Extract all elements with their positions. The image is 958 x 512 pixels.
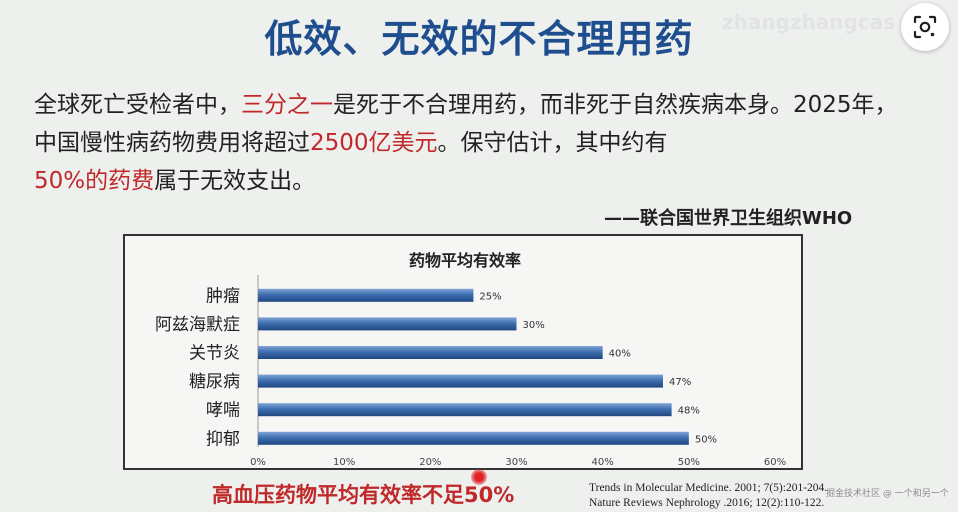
para-text-1: 全球死亡受检者中， [34,92,241,118]
para-highlight-percent: 50%的药费 [34,168,155,194]
intro-paragraph: 全球死亡受检者中，三分之一是死于不合理用药，而非死于自然疾病本身。2025年，中… [34,86,914,200]
para-highlight-one-third: 三分之一 [241,92,333,118]
bar [258,403,672,417]
para-highlight-cost: 2500亿美元 [310,130,438,156]
chart-title: 药物平均有效率 [409,251,521,270]
bar [258,431,689,445]
value-label: 30% [523,320,545,331]
value-label: 47% [669,377,691,388]
bar [258,346,603,359]
pointer-indicator [471,469,487,485]
lens-icon [913,15,937,39]
value-label: 40% [609,349,631,360]
x-tick-label: 50% [678,457,700,468]
category-label: 关节炎 [189,344,240,364]
value-label: 50% [695,434,717,445]
bar [258,317,517,331]
category-label: 肿瘤 [206,286,240,306]
x-tick-label: 30% [505,457,527,468]
reference-1: Trends in Molecular Medicine. 2001; 7(5)… [589,482,828,494]
category-label: 哮喘 [206,401,240,421]
value-label: 48% [678,406,700,417]
category-label: 阿兹海默症 [155,315,240,335]
category-label: 糖尿病 [189,372,240,392]
bar [258,374,663,388]
para-text-4: 属于无效支出。 [154,168,316,194]
bottom-note: 高血压药物平均有效率不足50% [212,483,515,507]
source-attribution: ——联合国世界卫生组织WHO [604,208,853,229]
watermark-text: zhangzhangcas [722,10,896,34]
references: Trends in Molecular Medicine. 2001; 7(5)… [589,481,827,511]
credit-text: 掘金技术社区 @ 一个和另一个 [826,489,949,499]
lens-button[interactable] [901,3,949,51]
para-text-2: 是死于不合理用药，而非死于自然疾病本身。2025年，中国慢性病药物费用将超过 [34,92,898,156]
para-text-3: 。保守估计，其中约有 [437,130,668,156]
x-tick-label: 10% [333,457,355,468]
x-tick-label: 60% [764,457,786,468]
x-tick-label: 20% [419,457,441,468]
chart-frame: 药物平均有效率 肿瘤 25% 阿兹海默症 30% 关节炎 40% 糖尿病 47% 哮喘 48% 抑郁… [123,234,803,470]
efficacy-bar-chart: 药物平均有效率 肿瘤 25% 阿兹海默症 30% 关节炎 40% 糖尿病 47% 哮喘 48% 抑郁… [155,251,786,468]
value-label: 25% [479,291,501,302]
slide-title: 低效、无效的不合理用药 [264,17,694,61]
reference-2: Nature Reviews Nephrology .2016; 12(2):1… [589,497,825,509]
x-tick-label: 0% [250,457,266,468]
x-tick-label: 40% [592,457,614,468]
category-label: 抑郁 [206,429,240,449]
bar [258,288,474,302]
